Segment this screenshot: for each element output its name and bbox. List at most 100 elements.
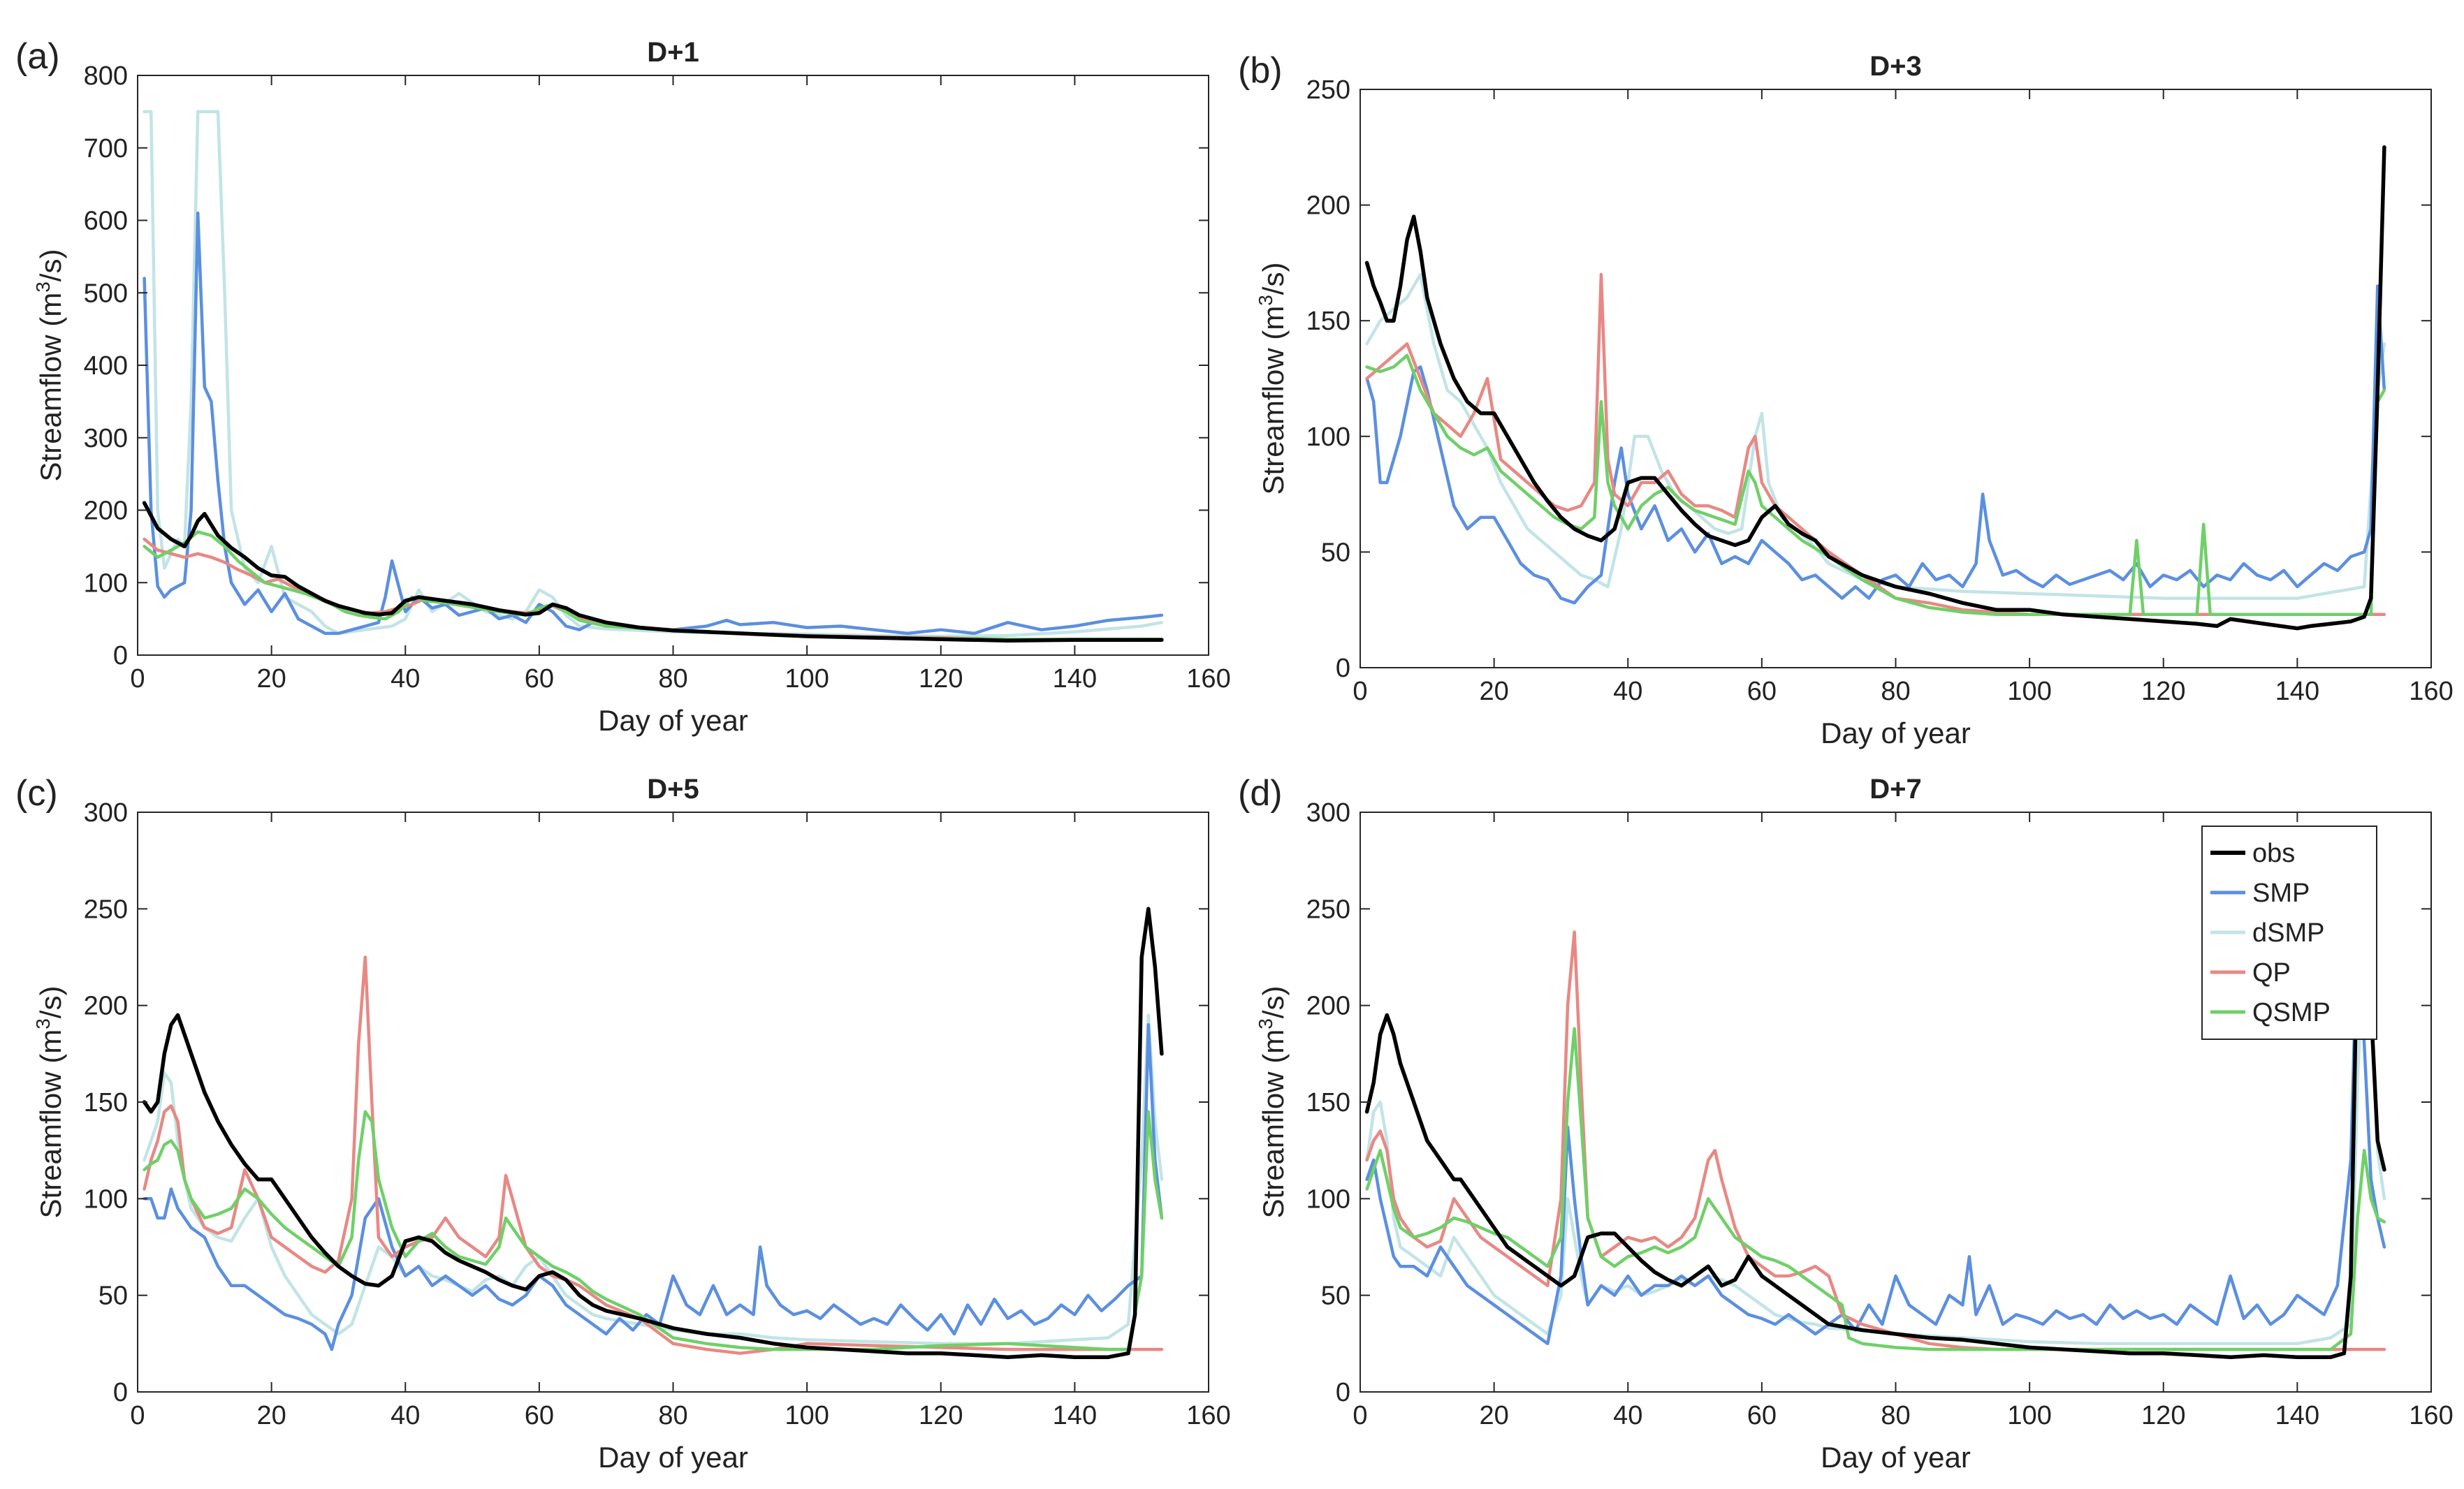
y-tick-label-a: 500 [84, 279, 128, 308]
y-tick-label-c: 300 [84, 798, 128, 828]
y-axis-label-d: Streamflow (m3/s) [1255, 986, 1290, 1219]
x-tick-label-b: 80 [1881, 677, 1910, 706]
y-tick-label-c: 100 [84, 1184, 128, 1214]
panel-letter-d: (d) [1238, 773, 1283, 814]
y-tick-label-a: 100 [84, 569, 128, 598]
x-tick-label-a: 100 [785, 664, 829, 694]
y-tick-label-c: 250 [84, 895, 128, 924]
y-tick-label-d: 100 [1306, 1184, 1350, 1214]
chart-title-a: D+1 [647, 37, 699, 68]
x-tick-label-b: 120 [2141, 677, 2185, 706]
series-group-c [142, 907, 1164, 1359]
y-tick-label-b: 150 [1306, 307, 1350, 336]
legend-label-obs: obs [2252, 839, 2295, 868]
chart-title-d: D+7 [1869, 774, 1922, 805]
y-tick-label-d: 0 [1336, 1378, 1350, 1407]
x-tick-label-d: 140 [2275, 1401, 2319, 1430]
x-tick-label-a: 0 [130, 664, 145, 694]
y-tick-label-c: 50 [99, 1282, 128, 1311]
series-line-obs-d [1364, 897, 2386, 1359]
series-line-dSMP-d [1365, 926, 2386, 1346]
x-tick-label-b: 20 [1479, 677, 1508, 706]
panel-letter-c: (c) [15, 773, 58, 814]
legend-label-SMP: SMP [2252, 879, 2310, 908]
legend-label-QSMP: QSMP [2252, 998, 2331, 1027]
chart-title-c: D+5 [647, 774, 699, 805]
x-tick-label-b: 100 [2007, 677, 2051, 706]
y-tick-label-b: 0 [1336, 654, 1350, 683]
x-tick-label-b: 60 [1747, 677, 1777, 706]
series-line-QP-b [1365, 272, 2386, 617]
x-tick-label-c: 140 [1053, 1401, 1097, 1430]
y-tick-label-d: 50 [1321, 1282, 1350, 1311]
y-axis-label-c: Streamflow (m3/s) [32, 986, 67, 1219]
x-tick-label-d: 20 [1479, 1401, 1508, 1430]
x-tick-label-a: 80 [658, 664, 687, 694]
y-tick-label-b: 250 [1306, 75, 1350, 105]
plot-area-c [138, 812, 1209, 1392]
x-tick-label-c: 100 [785, 1401, 829, 1430]
x-axis-label-d: Day of year [1821, 1441, 1971, 1474]
panel-b: 0 20 40 60 80 100 120 140 160 0 50 100 150 200 250 D+3 (… [1238, 50, 2454, 749]
x-tick-label-c: 40 [391, 1401, 420, 1430]
panel-letter-b: (b) [1238, 50, 1283, 91]
series-line-obs-b [1364, 145, 2386, 631]
x-tick-label-b: 0 [1353, 677, 1367, 706]
x-tick-label-d: 120 [2141, 1401, 2185, 1430]
y-tick-label-d: 300 [1306, 798, 1350, 828]
x-tick-label-a: 120 [919, 664, 963, 694]
y-tick-label-c: 150 [84, 1088, 128, 1117]
x-tick-label-c: 80 [658, 1401, 687, 1430]
series-line-QP-c [143, 955, 1164, 1355]
series-line-QSMP-d [1365, 1027, 2386, 1351]
y-tick-label-a: 0 [113, 641, 128, 670]
y-tick-label-b: 50 [1321, 538, 1350, 567]
series-line-obs-a [142, 501, 1164, 643]
series-line-SMP-b [1365, 284, 2386, 605]
x-tick-label-d: 100 [2007, 1401, 2051, 1430]
series-group-a [142, 110, 1164, 643]
y-tick-label-a: 800 [84, 61, 128, 91]
legend-label-dSMP: dSMP [2252, 918, 2324, 948]
y-tick-label-b: 100 [1306, 423, 1350, 452]
legend: obs SMP dSMP QP QSMP [2201, 826, 2377, 1040]
y-tick-label-b: 200 [1306, 191, 1350, 221]
x-tick-label-c: 160 [1186, 1401, 1230, 1430]
x-tick-label-d: 160 [2409, 1401, 2453, 1430]
x-tick-label-c: 60 [525, 1401, 554, 1430]
x-tick-label-a: 40 [391, 664, 420, 694]
panel-d: 0 20 40 60 80 100 120 140 160 0 50 100 150 200 250 300 D… [1238, 773, 2454, 1474]
panel-c: 0 20 40 60 80 100 120 140 160 0 50 100 150 200 250 300 D… [15, 773, 1231, 1474]
x-tick-label-d: 0 [1353, 1401, 1367, 1430]
series-group-b [1364, 145, 2386, 631]
y-tick-label-d: 150 [1306, 1088, 1350, 1117]
panel-a: 0 20 40 60 80 100 120 140 160 0 100 200 300 400 500 600… [15, 36, 1231, 737]
x-tick-label-b: 40 [1613, 677, 1642, 706]
series-line-QSMP-b [1365, 353, 2386, 617]
legend-label-QP: QP [2252, 958, 2291, 988]
x-tick-label-a: 60 [525, 664, 554, 694]
y-tick-label-a: 200 [84, 497, 128, 526]
y-tick-label-d: 250 [1306, 895, 1350, 924]
series-line-SMP-c [143, 1023, 1164, 1351]
x-tick-label-d: 80 [1881, 1401, 1910, 1430]
y-tick-label-a: 700 [84, 134, 128, 163]
series-line-SMP-d [1365, 916, 2386, 1346]
y-tick-label-a: 300 [84, 424, 128, 453]
x-tick-label-c: 20 [256, 1401, 286, 1430]
x-axis-label-a: Day of year [598, 704, 748, 737]
chart-title-b: D+3 [1869, 51, 1922, 82]
x-axis-label-c: Day of year [598, 1441, 748, 1474]
y-axis-label-b: Streamflow (m3/s) [1255, 263, 1290, 495]
x-tick-label-c: 0 [130, 1401, 145, 1430]
x-tick-label-a: 20 [256, 664, 286, 694]
x-tick-label-a: 160 [1186, 664, 1230, 694]
y-tick-label-d: 200 [1306, 992, 1350, 1021]
y-axis-label-a: Streamflow (m3/s) [32, 249, 67, 482]
x-tick-label-b: 160 [2409, 677, 2453, 706]
series-line-obs-c [142, 907, 1164, 1359]
series-group-d [1364, 897, 2386, 1359]
y-tick-label-c: 200 [84, 992, 128, 1021]
x-tick-label-d: 60 [1747, 1401, 1777, 1430]
